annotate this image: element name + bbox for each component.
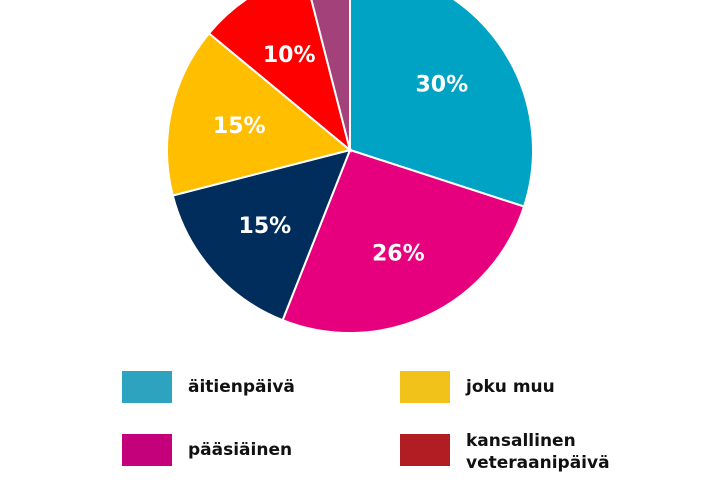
- legend-swatch: [400, 434, 450, 466]
- slice-value-label: 15%: [239, 214, 292, 239]
- pie-slice: [281, 148, 526, 334]
- slice-value-label: 26%: [372, 242, 425, 267]
- legend-item-joku-muu: joku muu: [400, 371, 626, 403]
- legend-item-aitienpaiva: äitienpäivä: [122, 371, 348, 403]
- legend-item-paasiainen: pääsiäinen: [122, 434, 348, 466]
- legend-swatch: [122, 371, 172, 403]
- legend-label: kansallinen veteraanipäivä: [466, 431, 610, 473]
- pie-slice: [310, 0, 351, 151]
- legend-label: joku muu: [466, 377, 555, 397]
- legend-item-veteraanipaiva: kansallinen veteraanipäivä: [400, 431, 610, 474]
- legend-swatch: [400, 371, 450, 403]
- legend-label: äitienpäivä: [188, 377, 295, 397]
- pie-slice: [207, 0, 352, 153]
- slice-value-label: 4%: [311, 0, 348, 4]
- slice-value-label: 30%: [415, 72, 468, 97]
- pie-slice: [166, 31, 353, 197]
- slice-value-label: 10%: [263, 43, 316, 68]
- pie-slice: [171, 148, 352, 322]
- legend-swatch: [122, 434, 172, 466]
- legend-label: pääsiäinen: [188, 440, 293, 460]
- slice-value-label: 15%: [213, 114, 266, 139]
- pie-slice: [349, 0, 534, 208]
